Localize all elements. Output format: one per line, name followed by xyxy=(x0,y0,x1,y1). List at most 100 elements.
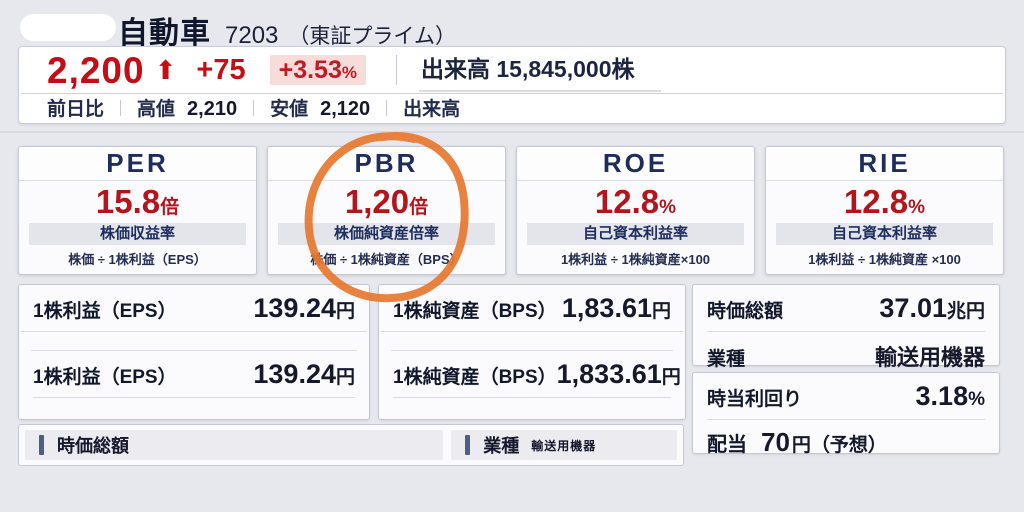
label: 業種 xyxy=(483,436,520,456)
summary-panel: 時価総額 37.01兆円 業種 輸送用機器 xyxy=(692,284,1000,370)
card-value: 12.8% xyxy=(517,181,754,222)
price-change: +75 xyxy=(196,53,246,86)
label: 時当利回り xyxy=(707,389,803,410)
value: 輸送用機器 xyxy=(531,438,597,453)
vertical-divider xyxy=(120,99,122,116)
card-label: 自己資本利益率 xyxy=(527,222,744,245)
page-title: 自動車 xyxy=(118,17,211,50)
card-formula: 株価 ÷ 1株利益（EPS） xyxy=(68,251,207,267)
value: 12.8 xyxy=(843,182,909,220)
blue-bar-icon xyxy=(39,435,44,455)
dividend-row: 配当 70 円（予想） xyxy=(693,420,999,465)
percent-value: +3.53 xyxy=(278,56,342,84)
label: 安値 xyxy=(270,99,309,120)
number: 3.18 xyxy=(915,381,969,411)
eps-row-1: 1株利益（EPS） 139.24円 xyxy=(19,285,369,331)
value: 2,120 xyxy=(320,98,371,120)
row-divider xyxy=(707,419,985,420)
value: 37.01兆円 xyxy=(879,293,985,324)
value: 1,833.61円 xyxy=(557,359,681,390)
card-pbr: PBR 1,20倍 株価純資産倍率 株価 ÷ 1株純資産（BPS） xyxy=(267,146,506,275)
number: 139.24 xyxy=(253,359,336,389)
header: 自動車 7203 （東証プライム） xyxy=(0,8,1024,50)
unit: 円 xyxy=(661,367,681,388)
day-high: 高値 2,210 xyxy=(137,94,237,121)
card-label: 株価純資産倍率 xyxy=(278,222,495,245)
vertical-divider xyxy=(386,99,388,116)
label: 時価総額 xyxy=(707,301,784,322)
value: 1,20 xyxy=(344,182,410,220)
unit: 倍 xyxy=(409,196,429,218)
prev-day-label: 前日比 xyxy=(47,94,104,121)
unit: 円 xyxy=(335,367,355,388)
price-sub-row: 前日比 高値 2,210 安値 2,120 出来高 xyxy=(19,94,1005,121)
card-title: PER xyxy=(19,147,256,181)
ticker-code: 7203 xyxy=(225,22,279,49)
unit: % xyxy=(908,196,926,218)
label: 1株純資産（BPS） xyxy=(393,301,557,322)
label: 出来高 xyxy=(403,99,461,120)
label: 配当 xyxy=(707,434,747,456)
price-change-percent: +3.53% xyxy=(269,55,366,85)
value: 1,83.61円 xyxy=(562,293,671,324)
volume: 出来高 15,845,000株 xyxy=(418,48,661,92)
volume-value: 15,845,000株 xyxy=(496,56,635,82)
value: 139.24円 xyxy=(253,293,355,324)
row-divider xyxy=(21,331,367,332)
card-title: PBR xyxy=(268,147,505,181)
value: 輸送用機器 xyxy=(874,345,985,370)
row-divider xyxy=(381,331,683,332)
number: 37.01 xyxy=(879,293,947,323)
bps-row-2: 1株純資産（BPS） 1,833.61円 xyxy=(391,350,681,397)
price-box: 2,200 ⬆ +75 +3.53% 出来高 15,845,000株 前日比 高… xyxy=(18,46,1006,124)
volume-label: 出来高 xyxy=(420,56,490,82)
card-value: 1,20倍 xyxy=(268,181,505,222)
card-title: ROE xyxy=(517,147,754,181)
number: 1,83.61 xyxy=(561,293,652,323)
row-divider xyxy=(33,397,355,398)
redacted-company-name xyxy=(20,14,116,41)
number: 1,833.61 xyxy=(556,359,662,389)
market-cap-row: 時価総額 37.01兆円 xyxy=(693,285,999,331)
card-formula: 株価 ÷ 1株純資産（BPS） xyxy=(310,251,463,267)
percent-unit: % xyxy=(341,63,357,82)
label: 高値 xyxy=(137,99,176,120)
card-value: 12.8% xyxy=(766,181,1003,222)
unit: 兆円 xyxy=(946,301,985,322)
eps-row-2: 1株利益（EPS） 139.24円 xyxy=(31,350,357,397)
value: 3.18% xyxy=(916,381,985,412)
unit: 倍 xyxy=(160,196,180,218)
row-divider xyxy=(707,331,985,332)
card-title: RIE xyxy=(766,147,1003,181)
card-roe: ROE 12.8% 自己資本利益率 1株利益 ÷ 1株純資産×100 xyxy=(516,146,755,275)
current-price: 2,200 xyxy=(47,49,145,91)
sector-row: 業種 輸送用機器 xyxy=(693,332,999,379)
unit: % xyxy=(659,196,677,218)
number: 70 xyxy=(761,427,790,457)
bottom-cell-market-cap: 時価総額 xyxy=(25,430,444,460)
price-row: 2,200 ⬆ +75 +3.53% 出来高 15,845,000株 xyxy=(19,47,1005,93)
row-gap xyxy=(379,332,685,350)
value: 12.8 xyxy=(594,182,660,220)
card-rie: RIE 12.8% 自己資本利益率 1株利益 ÷ 1株純資産 ×100 xyxy=(765,146,1004,275)
label: 前日比 xyxy=(47,99,105,120)
card-formula: 1株利益 ÷ 1株純資産×100 xyxy=(560,251,711,267)
value: 2,210 xyxy=(187,98,238,120)
unit: 円 xyxy=(335,301,355,322)
row-gap xyxy=(19,332,369,350)
yield-row: 時当利回り 3.18% xyxy=(693,373,999,419)
unit: 円（予想） xyxy=(791,435,887,456)
yield-panel: 時当利回り 3.18% 配当 70 円（予想） xyxy=(692,372,1000,457)
card-label: 自己資本利益率 xyxy=(776,222,993,245)
bps-row-1: 1株純資産（BPS） 1,83.61円 xyxy=(379,285,685,331)
vertical-divider xyxy=(253,99,255,116)
value: 139.24円 xyxy=(253,359,355,390)
value: 15.8 xyxy=(95,182,161,220)
up-arrow-icon: ⬆ xyxy=(154,55,177,85)
card-per: PER 15.8倍 株価収益率 株価 ÷ 1株利益（EPS） xyxy=(18,146,257,275)
card-value: 15.8倍 xyxy=(19,181,256,222)
card-label: 株価収益率 xyxy=(29,222,246,245)
market-name: （東証プライム） xyxy=(288,25,456,48)
label: 業種 xyxy=(707,349,746,370)
